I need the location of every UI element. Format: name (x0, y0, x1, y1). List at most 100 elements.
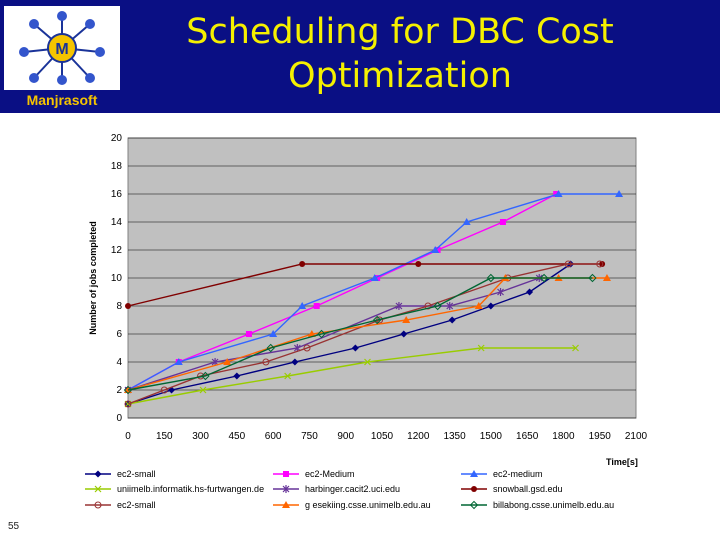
series-9-point (317, 329, 326, 339)
page-number: 55 (8, 521, 20, 532)
series-4-point (477, 344, 485, 352)
series-5-point (211, 358, 219, 366)
series-5-point (446, 302, 454, 310)
series-7-point (303, 344, 311, 352)
series-3-point (269, 330, 278, 337)
x-tick-label: 1500 (480, 431, 503, 442)
series-2-point (553, 191, 560, 197)
series-6-point (125, 303, 131, 309)
series-1-point (400, 330, 408, 338)
series-line-7 (127, 263, 600, 405)
series-line-1 (127, 263, 572, 405)
series-3-point (615, 190, 624, 197)
series-1-point (448, 316, 456, 324)
series-6-point (299, 261, 306, 267)
legend-swatch-marker (469, 500, 479, 510)
series-1-point (291, 358, 299, 366)
y-tick-label: 20 (111, 133, 123, 144)
series-9-point (372, 315, 382, 325)
series-3-point (370, 274, 379, 281)
logo-text: Manjrasoft (27, 92, 98, 108)
legend-swatch-marker (94, 470, 102, 478)
series-1-point (487, 302, 495, 310)
y-tick-label: 8 (116, 301, 122, 312)
series-2-point (499, 219, 506, 225)
legend-swatch-marker (282, 485, 290, 493)
y-tick-label: 10 (111, 273, 123, 284)
legend-label: billabong.csse.unimelb.edu.au (493, 500, 614, 510)
x-axis-label: Time[s] (606, 457, 638, 467)
series-4-point (199, 386, 207, 394)
slide-title-line-1: Scheduling for DBC Cost (186, 12, 614, 52)
series-6-point (415, 261, 422, 267)
series-9-point (486, 273, 496, 283)
series-7-point (596, 260, 604, 268)
series-8-point (602, 274, 611, 281)
y-axis-label: Number of jobs completed (88, 221, 98, 335)
series-4-point (284, 372, 292, 380)
legend-label: harbinger.cacit2.uci.edu (305, 484, 400, 494)
series-8-point (307, 330, 316, 337)
legend-swatch-marker (471, 486, 477, 492)
x-tick-label: 1950 (589, 431, 612, 442)
series-7-point (160, 386, 168, 394)
x-tick-label: 2100 (625, 431, 648, 442)
y-tick-label: 4 (116, 357, 122, 368)
slide-title: Scheduling for DBC Cost Optimization (130, 10, 670, 98)
y-tick-label: 14 (111, 217, 123, 228)
series-7-point (424, 302, 432, 310)
legend-swatch-marker (470, 470, 478, 477)
series-4-point (572, 344, 579, 352)
y-tick-label: 18 (111, 161, 123, 172)
legend-swatch-marker (283, 471, 289, 477)
x-tick-label: 300 (192, 431, 209, 442)
series-3-point (462, 218, 471, 225)
series-7-point (564, 260, 572, 268)
series-3-point (298, 302, 307, 309)
legend-label: ec2-medium (493, 469, 543, 479)
series-line-2 (127, 193, 557, 391)
series-9-point (201, 371, 210, 381)
series-2-point (434, 247, 441, 253)
series-7-point (124, 400, 132, 408)
series-1-point (233, 372, 241, 380)
x-tick-label: 1050 (371, 431, 394, 442)
manjrasoft-logo: M Manjrasoft (4, 6, 120, 110)
legend-label: snowball.gsd.edu (493, 484, 563, 494)
x-tick-label: 1650 (516, 431, 539, 442)
x-tick-label: 750 (301, 431, 318, 442)
svg-text:M: M (55, 41, 68, 58)
y-tick-label: 2 (116, 385, 122, 396)
legend-label: ec2-small (117, 500, 156, 510)
series-2-point (245, 331, 252, 337)
y-tick-label: 0 (116, 413, 122, 424)
y-tick-label: 6 (116, 329, 122, 340)
series-4-point (364, 358, 371, 366)
series-9-point (123, 385, 133, 395)
x-tick-label: 600 (265, 431, 282, 442)
legend-swatch-marker (94, 501, 102, 509)
series-9-point (539, 273, 549, 283)
series-7-point (262, 358, 270, 366)
legend-label: ec2-Medium (305, 469, 355, 479)
series-6-point (599, 261, 606, 267)
series-8-point (402, 316, 411, 323)
series-1-point (351, 344, 359, 352)
series-3-point (174, 358, 183, 365)
series-9-point (266, 343, 275, 353)
series-8-point (223, 358, 232, 365)
series-line-9 (127, 277, 593, 391)
series-2-point (374, 275, 381, 281)
series-5-point (395, 302, 403, 310)
x-tick-label: 0 (125, 431, 131, 442)
x-tick-label: 900 (337, 431, 354, 442)
series-1-point (526, 288, 534, 296)
legend-label: g esekiing.csse.unimelb.edu.au (305, 500, 431, 510)
x-tick-label: 450 (229, 431, 246, 442)
x-tick-label: 1200 (407, 431, 430, 442)
series-line-6 (127, 263, 603, 307)
legend-label: uniimelb.informatik.hs-furtwangen.de (117, 484, 264, 494)
series-3-point (554, 190, 563, 197)
series-9-point (588, 273, 597, 283)
